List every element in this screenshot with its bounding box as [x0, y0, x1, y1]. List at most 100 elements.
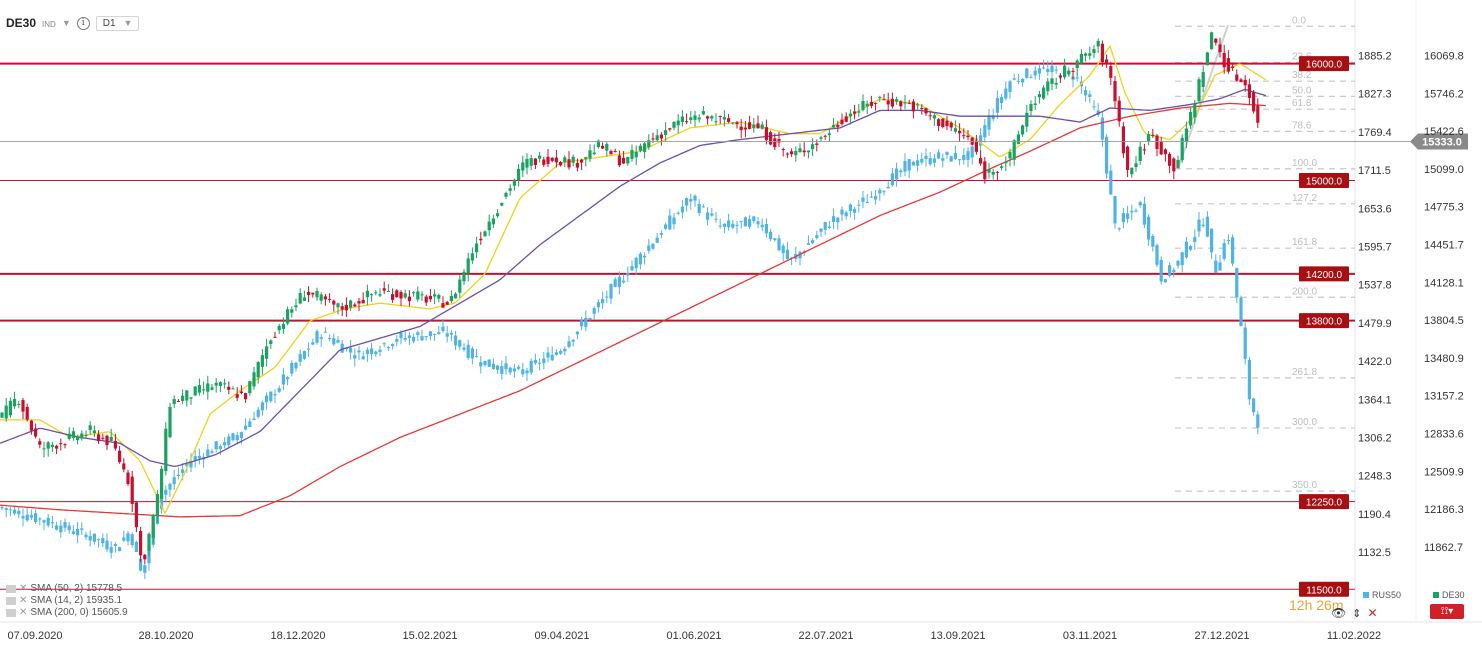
candle-body [1004, 88, 1008, 99]
indicator-row[interactable]: ✕ SMA (50, 2) 15778.5 [6, 583, 128, 595]
y-tick-label-secondary: 1132.5 [1358, 547, 1391, 559]
chart-settings-button[interactable]: ⟟⟟▾ [1430, 604, 1464, 619]
sma-line [0, 102, 1267, 518]
candle-body [563, 157, 567, 163]
candle-body [710, 116, 714, 119]
candle-body [323, 331, 327, 333]
candle-body [693, 195, 697, 201]
candle-body [441, 303, 445, 308]
candle-body [718, 225, 722, 227]
fibonacci-level-label: 0.0 [1292, 15, 1306, 26]
candle-body [1184, 128, 1188, 142]
candle-body [1163, 149, 1167, 155]
price-level-tag [1299, 581, 1349, 597]
candle-body [311, 292, 315, 295]
candle-body [580, 159, 584, 163]
x-tick-label: 03.11.2021 [1063, 630, 1117, 642]
info-icon[interactable]: i [76, 16, 90, 30]
candle-body [706, 116, 710, 119]
y-tick-label: 13157.2 [1424, 391, 1464, 403]
candle-body [676, 120, 680, 126]
remove-indicator-icon[interactable]: ✕ [19, 607, 28, 618]
candle-body [651, 138, 655, 140]
candle-body [8, 400, 12, 416]
candle-body [59, 525, 63, 533]
fibonacci-level-label: 161.8 [1292, 237, 1317, 248]
candle-body [25, 406, 29, 420]
candle-body [529, 360, 533, 373]
candle-body [487, 359, 491, 367]
candle-body [622, 280, 626, 283]
candle-body [1092, 106, 1096, 108]
candle-body [538, 362, 542, 364]
candle-body [206, 449, 210, 457]
fibonacci-level-label: 50.0 [1292, 85, 1312, 96]
candle-body [1142, 203, 1146, 225]
candle-body [105, 540, 109, 550]
candle-body [1029, 104, 1033, 111]
candle-body [1214, 260, 1218, 273]
candle-body [1000, 97, 1004, 103]
candle-body [613, 279, 617, 287]
candle-body [638, 253, 642, 265]
eye-icon[interactable]: 👁 [1331, 606, 1347, 620]
candle-body [659, 134, 663, 139]
candle-body [769, 132, 773, 145]
candle-body [1109, 170, 1113, 195]
candle-body [1054, 82, 1058, 85]
legend-item-de30[interactable]: DE30 [1433, 590, 1465, 600]
candle-body [903, 102, 907, 104]
close-icon[interactable]: ✕ [1367, 606, 1378, 620]
candle-body [760, 224, 764, 228]
candle-body [462, 271, 466, 282]
y-tick-label: 14128.1 [1424, 277, 1464, 289]
sma-line [0, 44, 1267, 515]
candle-body [265, 346, 269, 359]
candle-body [340, 306, 344, 310]
candle-body [496, 365, 500, 370]
indicator-row[interactable]: ✕ SMA (14, 2) 15935.1 [6, 595, 128, 607]
timeframe-select[interactable]: D1 ▼ [95, 15, 140, 31]
candle-body [1243, 327, 1247, 359]
candle-body [634, 152, 638, 158]
candle-body [1231, 66, 1235, 69]
candle-body [680, 206, 684, 213]
symbol-label[interactable]: DE30 [6, 16, 37, 30]
candle-body [214, 441, 218, 450]
candle-body [550, 157, 554, 161]
price-level-label: 14200.0 [1306, 270, 1343, 281]
indicator-settings-icon[interactable] [6, 585, 16, 593]
candle-body [395, 290, 399, 298]
candle-body [223, 383, 227, 385]
candle-body [735, 224, 739, 226]
candle-body [273, 336, 277, 338]
candle-body [168, 483, 172, 490]
candle-body [1180, 252, 1184, 266]
candle-body [609, 284, 613, 299]
indicator-settings-icon[interactable] [6, 597, 16, 605]
candle-body [227, 436, 231, 446]
remove-indicator-icon[interactable]: ✕ [19, 595, 28, 606]
candle-body [672, 122, 676, 128]
candle-body [185, 390, 189, 401]
candle-body [50, 522, 54, 524]
legend-item-rus50[interactable]: RUS50 [1363, 590, 1401, 600]
sort-icon[interactable]: ⇕ [1352, 607, 1362, 620]
candle-body [647, 245, 651, 251]
candle-body [235, 394, 239, 398]
candle-body [848, 113, 852, 117]
candle-body [756, 123, 760, 129]
candle-body [1096, 110, 1100, 115]
indicator-row[interactable]: ✕ SMA (200, 0) 15605.9 [6, 607, 128, 619]
candle-body [685, 198, 689, 206]
remove-indicator-icon[interactable]: ✕ [19, 583, 28, 594]
candle-body [403, 337, 407, 340]
candle-body [382, 343, 386, 345]
candle-body [122, 463, 126, 470]
symbol-dropdown-icon[interactable]: ▼ [61, 18, 71, 28]
candle-body [979, 135, 983, 146]
fibonacci-level-label: 300.0 [1292, 417, 1317, 428]
candle-body [588, 150, 592, 159]
indicator-settings-icon[interactable] [6, 609, 16, 617]
